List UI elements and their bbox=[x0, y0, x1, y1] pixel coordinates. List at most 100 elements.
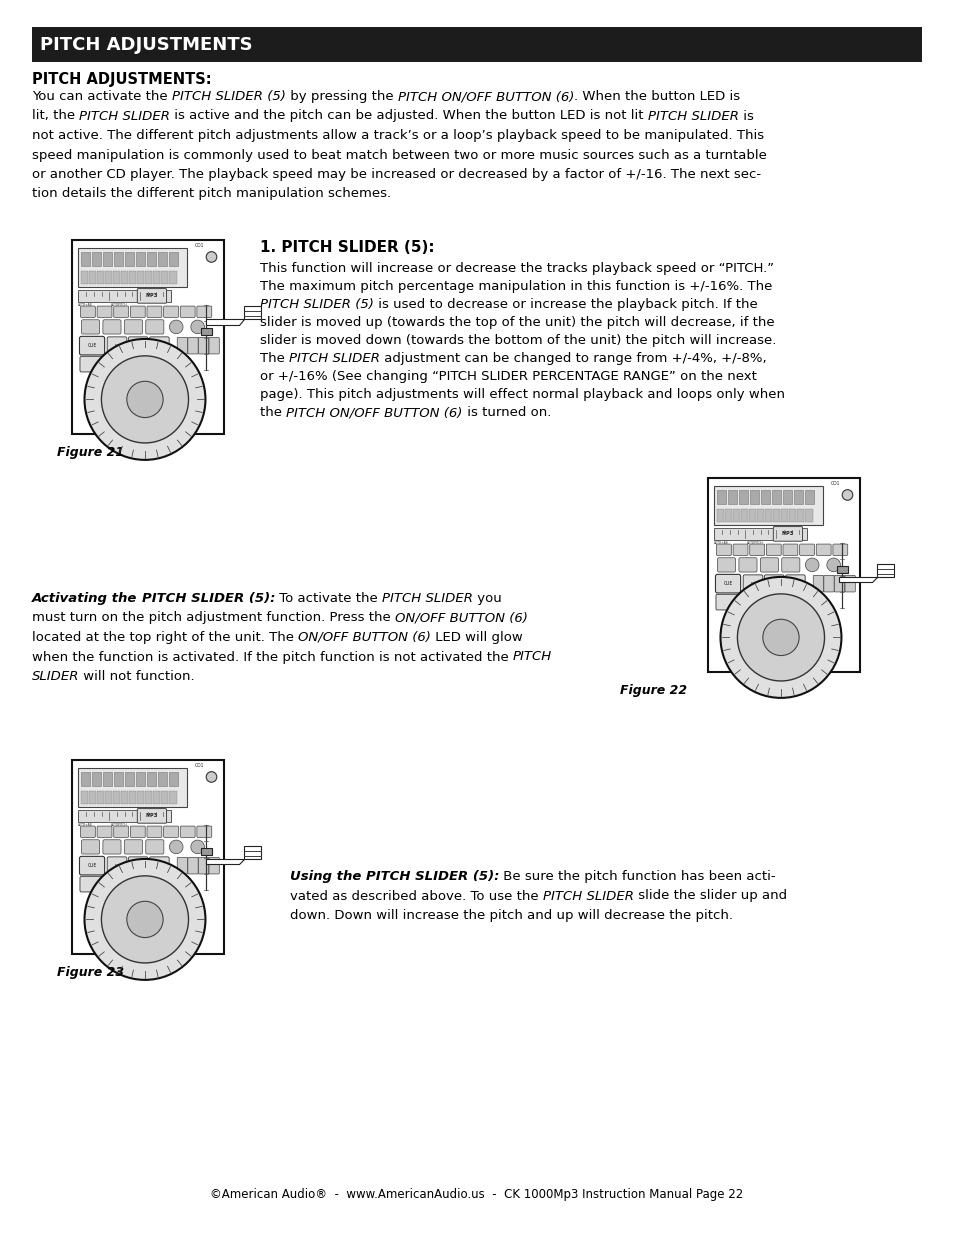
FancyBboxPatch shape bbox=[760, 558, 778, 572]
Bar bbox=[32, 27, 921, 62]
Bar bbox=[112, 792, 120, 804]
Bar bbox=[161, 272, 169, 284]
Bar bbox=[135, 772, 145, 787]
FancyBboxPatch shape bbox=[715, 594, 740, 610]
Bar bbox=[796, 509, 803, 521]
FancyBboxPatch shape bbox=[107, 337, 127, 354]
Bar bbox=[121, 792, 128, 804]
FancyBboxPatch shape bbox=[134, 357, 158, 372]
Text: speed manipulation is commonly used to beat match between two or more music sour: speed manipulation is commonly used to b… bbox=[32, 148, 766, 162]
Circle shape bbox=[170, 840, 183, 853]
Text: when the function is activated. If the pitch function is not activated the: when the function is activated. If the p… bbox=[32, 651, 513, 663]
FancyBboxPatch shape bbox=[732, 545, 747, 556]
Bar bbox=[89, 272, 96, 284]
Bar bbox=[137, 272, 144, 284]
Bar bbox=[103, 252, 112, 267]
Bar bbox=[157, 252, 167, 267]
Text: ON/OFF BUTTON (6): ON/OFF BUTTON (6) bbox=[395, 611, 527, 625]
Bar bbox=[81, 772, 90, 787]
Bar bbox=[756, 509, 763, 521]
FancyBboxPatch shape bbox=[79, 336, 105, 354]
FancyBboxPatch shape bbox=[823, 576, 833, 592]
Text: not active. The different pitch adjustments allow a track’s or a loop’s playback: not active. The different pitch adjustme… bbox=[32, 128, 763, 142]
Text: This function will increase or decrease the tracks playback speed or “PITCH.”: This function will increase or decrease … bbox=[260, 262, 773, 275]
FancyBboxPatch shape bbox=[137, 809, 167, 824]
FancyBboxPatch shape bbox=[716, 545, 731, 556]
Text: 1. PITCH SLIDER (5):: 1. PITCH SLIDER (5): bbox=[260, 240, 435, 254]
Bar bbox=[169, 252, 178, 267]
FancyBboxPatch shape bbox=[81, 320, 99, 333]
Text: AUTO+AB: AUTO+AB bbox=[714, 541, 728, 545]
FancyBboxPatch shape bbox=[749, 545, 763, 556]
Text: Using the PITCH SLIDER (5):: Using the PITCH SLIDER (5): bbox=[290, 869, 498, 883]
Bar bbox=[771, 489, 781, 504]
FancyBboxPatch shape bbox=[124, 840, 142, 855]
Bar bbox=[91, 772, 101, 787]
FancyBboxPatch shape bbox=[131, 826, 145, 837]
FancyBboxPatch shape bbox=[715, 574, 740, 593]
Circle shape bbox=[170, 320, 183, 333]
FancyBboxPatch shape bbox=[198, 857, 209, 874]
Text: is active and the pitch can be adjusted. When the button LED is not lit: is active and the pitch can be adjusted.… bbox=[171, 110, 647, 122]
Circle shape bbox=[85, 858, 205, 979]
Text: The: The bbox=[260, 352, 289, 366]
Text: PITCH SLIDER: PITCH SLIDER bbox=[382, 592, 473, 605]
Text: CD1: CD1 bbox=[830, 480, 840, 485]
Circle shape bbox=[85, 338, 205, 459]
Bar bbox=[161, 792, 169, 804]
Text: slide the slider up and: slide the slider up and bbox=[633, 889, 786, 903]
Bar bbox=[836, 566, 846, 573]
Text: down. Down will increase the pitch and up will decrease the pitch.: down. Down will increase the pitch and u… bbox=[290, 909, 732, 923]
Text: OUT: OUT bbox=[133, 863, 142, 868]
Text: Figure 23: Figure 23 bbox=[57, 967, 124, 979]
FancyBboxPatch shape bbox=[708, 478, 859, 672]
Circle shape bbox=[206, 252, 216, 262]
FancyBboxPatch shape bbox=[844, 576, 855, 592]
FancyBboxPatch shape bbox=[784, 574, 804, 593]
FancyBboxPatch shape bbox=[770, 594, 794, 610]
Text: Be sure the pitch function has been acti-: Be sure the pitch function has been acti… bbox=[498, 869, 775, 883]
Text: the: the bbox=[260, 406, 286, 419]
Text: PITCH ADJUSTMENTS: PITCH ADJUSTMENTS bbox=[40, 36, 253, 53]
Text: IN: IN bbox=[114, 863, 119, 868]
FancyBboxPatch shape bbox=[188, 857, 198, 874]
FancyBboxPatch shape bbox=[765, 545, 781, 556]
Bar bbox=[78, 289, 171, 303]
Bar bbox=[135, 252, 145, 267]
Bar bbox=[738, 489, 747, 504]
Text: PITCH: PITCH bbox=[513, 651, 552, 663]
Bar bbox=[201, 848, 212, 855]
FancyBboxPatch shape bbox=[161, 877, 186, 892]
Bar bbox=[147, 252, 156, 267]
FancyBboxPatch shape bbox=[80, 357, 104, 372]
Bar bbox=[89, 792, 96, 804]
Bar bbox=[749, 489, 759, 504]
Bar bbox=[793, 489, 802, 504]
FancyBboxPatch shape bbox=[196, 826, 212, 837]
Bar bbox=[169, 772, 178, 787]
Bar bbox=[103, 772, 112, 787]
Text: AUTOPITCH: AUTOPITCH bbox=[111, 303, 128, 306]
Text: MP3: MP3 bbox=[146, 814, 158, 819]
Text: AUTOPITCH: AUTOPITCH bbox=[746, 541, 762, 545]
Text: AUTO+AB: AUTO+AB bbox=[78, 303, 93, 306]
FancyBboxPatch shape bbox=[146, 840, 164, 855]
Bar bbox=[113, 772, 123, 787]
Text: MP3: MP3 bbox=[781, 531, 793, 536]
FancyBboxPatch shape bbox=[717, 558, 735, 572]
Circle shape bbox=[101, 356, 189, 443]
FancyBboxPatch shape bbox=[816, 545, 830, 556]
FancyBboxPatch shape bbox=[782, 545, 797, 556]
Text: will not function.: will not function. bbox=[79, 671, 195, 683]
FancyBboxPatch shape bbox=[150, 857, 169, 874]
Bar bbox=[740, 509, 747, 521]
Text: is turned on.: is turned on. bbox=[462, 406, 551, 419]
FancyBboxPatch shape bbox=[129, 857, 148, 874]
Text: vated as described above. To use the: vated as described above. To use the bbox=[290, 889, 542, 903]
Text: Figure 22: Figure 22 bbox=[619, 684, 686, 698]
Bar bbox=[714, 527, 806, 540]
Bar bbox=[714, 485, 822, 525]
FancyBboxPatch shape bbox=[137, 289, 167, 304]
Text: by pressing the: by pressing the bbox=[286, 90, 397, 103]
Circle shape bbox=[804, 558, 819, 572]
